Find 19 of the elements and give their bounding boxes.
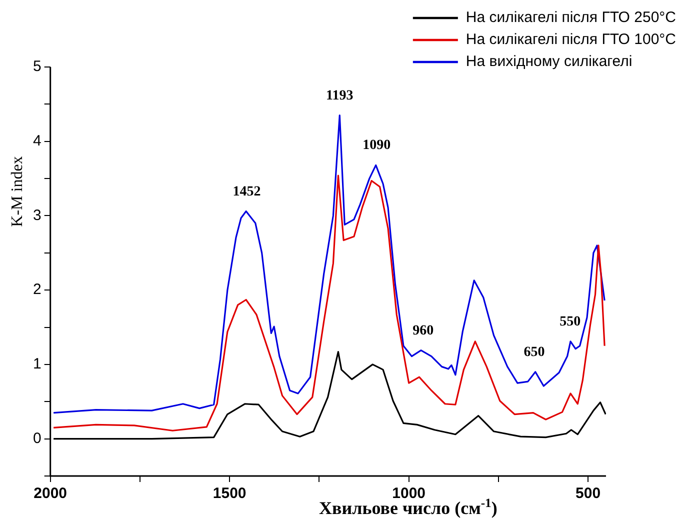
x-tick-label: 500	[576, 485, 601, 502]
y-tick-label: 1	[33, 356, 42, 373]
x-tick-label: 1500	[212, 485, 246, 502]
annotation: 1193	[326, 88, 354, 104]
annotation: 650	[524, 344, 545, 360]
y-tick-label: 4	[33, 132, 42, 150]
y-tick-label: 3	[33, 206, 42, 224]
legend-label: На силікагелі після ГТО 100°C	[466, 31, 676, 48]
legend-label: На вихідному силікагелі	[466, 53, 632, 70]
legend-label: На силікагелі після ГТО 250°C	[466, 9, 676, 26]
annotation: 1452	[232, 184, 261, 200]
y-tick-label: 2	[33, 281, 42, 298]
annotation: 1090	[362, 138, 391, 154]
x-tick-label: 2000	[34, 485, 68, 502]
annotation: 550	[560, 314, 581, 330]
y-tick-label: 0	[33, 430, 42, 447]
y-axis-title: K-M index	[9, 156, 26, 227]
annotation: 960	[412, 323, 434, 338]
y-tick-label: 5	[33, 58, 42, 76]
